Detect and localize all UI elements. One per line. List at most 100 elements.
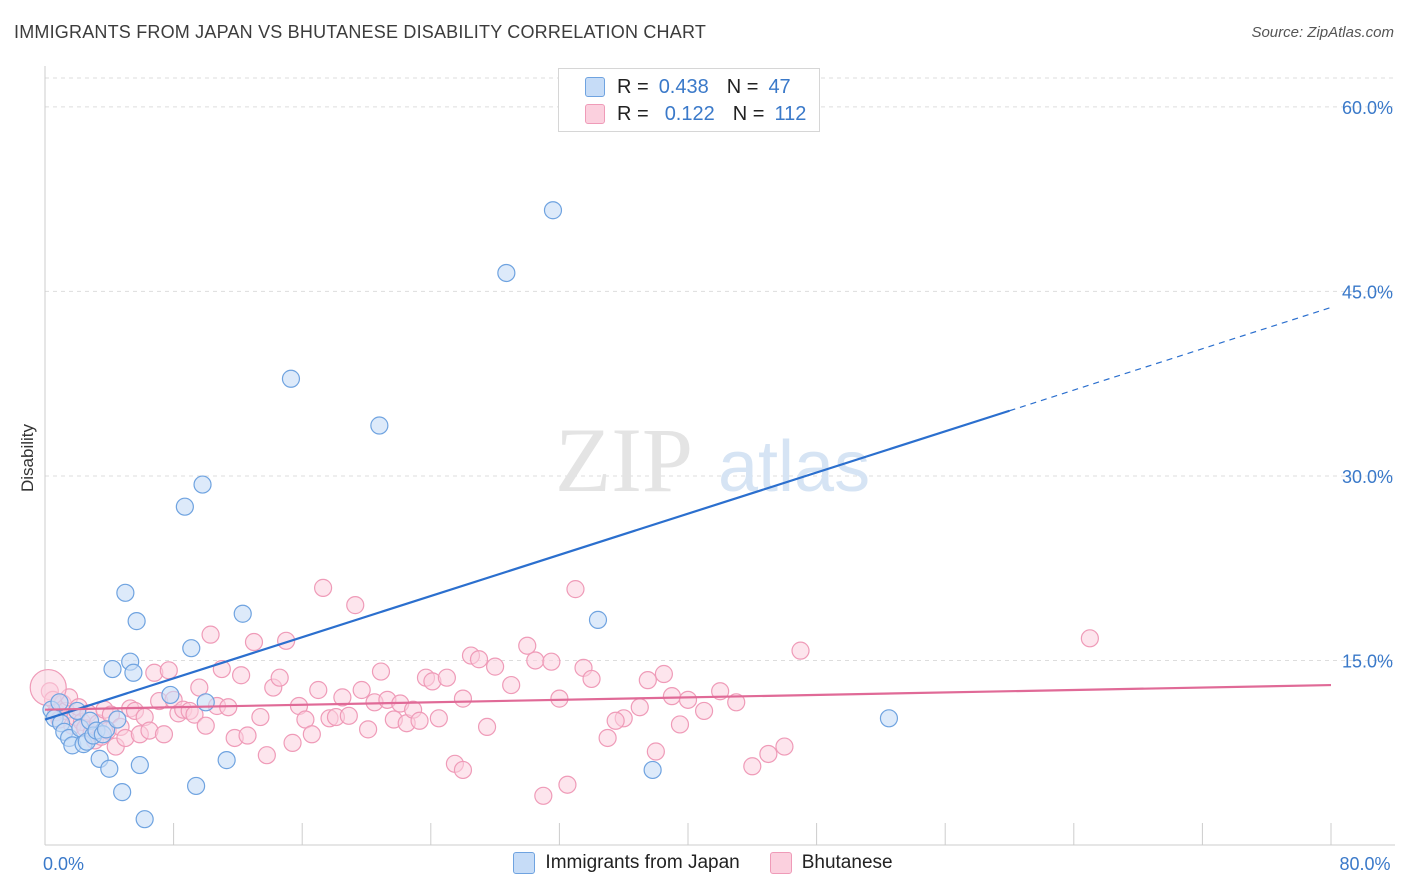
legend-n-value: 47 — [768, 75, 791, 98]
bhutanese-point — [566, 580, 585, 599]
y-tick-label: 30.0% — [1342, 467, 1393, 487]
legend-r-label: R = — [617, 75, 649, 98]
bhutanese-point — [469, 650, 489, 669]
bhutanese-point — [313, 578, 333, 597]
bhutanese-point — [429, 709, 448, 728]
japan-point — [103, 659, 122, 679]
legend-n-label: N = — [732, 102, 765, 125]
japan-point — [281, 369, 301, 388]
japan-point — [108, 710, 127, 729]
bhutanese-point — [309, 680, 328, 700]
legend-row-bhutanese: R = 0.122 N = 112 — [585, 102, 806, 126]
japan-point — [50, 693, 69, 712]
bhutanese-point — [453, 689, 473, 708]
japan-point — [643, 760, 662, 780]
bhutanese-point — [502, 675, 521, 695]
bhutanese-point — [346, 596, 365, 615]
bhutanese-point — [437, 668, 456, 687]
bhutanese-point — [1080, 629, 1099, 648]
bhutanese-point — [711, 682, 730, 701]
bhutanese-point — [526, 651, 545, 670]
japan-trend-line — [44, 409, 1010, 721]
bhutanese-point — [453, 760, 473, 780]
bhutanese-point — [371, 662, 391, 681]
bhutanese-point — [550, 689, 569, 708]
y-tick-label: 60.0% — [1342, 98, 1393, 118]
bhutanese-point — [630, 698, 649, 717]
bhutanese-point — [606, 711, 625, 730]
legend-swatch-japan — [513, 852, 536, 874]
legend-label-japan: Immigrants from Japan — [545, 852, 740, 873]
y-tick-label: 15.0% — [1342, 651, 1393, 671]
japan-point — [124, 663, 143, 682]
axes — [44, 66, 1395, 846]
tick-labels: 15.0% 30.0% 45.0% 60.0% 0.0% 80.0% — [43, 98, 1393, 874]
bhutanese-point — [582, 669, 601, 689]
chart-title: IMMIGRANTS FROM JAPAN VS BHUTANESE DISAB… — [14, 22, 707, 42]
japan-point — [588, 610, 608, 629]
bhutanese-point — [196, 716, 215, 735]
japan-point — [187, 776, 206, 796]
legend-r-value: 0.438 — [658, 75, 709, 98]
bhutanese-point — [277, 631, 296, 650]
bhutanese-point — [257, 746, 276, 765]
bhutanese-point — [232, 666, 251, 685]
legend-item-bhutanese[interactable]: Bhutanese — [769, 852, 893, 874]
bhutanese-point — [654, 664, 673, 684]
bhutanese-point — [743, 757, 762, 776]
bhutanese-point — [251, 707, 270, 727]
watermark: ZIP atlas — [555, 409, 870, 511]
japan-point — [879, 709, 899, 728]
source-credit: Source: ZipAtlas.com — [1251, 24, 1394, 41]
bhutanese-point — [244, 632, 264, 652]
bhutanese-point — [518, 636, 537, 655]
japan-point — [135, 810, 154, 829]
y-tick-label: 45.0% — [1342, 282, 1393, 302]
bhutanese-point — [534, 786, 553, 805]
bhutanese-point — [333, 688, 352, 707]
japan-point — [127, 612, 146, 631]
japan-point — [116, 583, 135, 602]
japan-trend-extension — [1009, 306, 1332, 412]
japan-point — [130, 755, 149, 775]
bhutanese-point — [670, 715, 690, 734]
legend-r-label: R = — [617, 102, 649, 125]
bhutanese-point — [598, 728, 617, 748]
japan-point — [193, 475, 212, 494]
series-legend: Immigrants from Japan Bhutanese — [0, 852, 1406, 874]
japan-point — [233, 604, 252, 623]
gridlines — [45, 77, 1395, 661]
legend-row-japan: R = 0.438 N = 47 — [585, 75, 791, 99]
watermark-atlas: atlas — [718, 427, 870, 507]
bhutanese-point — [201, 625, 220, 644]
legend-item-japan[interactable]: Immigrants from Japan — [513, 852, 740, 874]
japan-point — [100, 759, 119, 778]
japan-point — [175, 497, 194, 516]
bhutanese-point — [775, 737, 794, 756]
stats-legend: R = 0.438 N = 47 R = 0.122 N = 112 — [558, 68, 820, 132]
trend-lines — [44, 306, 1332, 721]
bhutanese-point — [646, 742, 665, 761]
japan-point — [543, 201, 563, 220]
x-tick-label: 0.0% — [43, 854, 84, 874]
bhutanese-point — [694, 701, 714, 721]
bhutanese-point — [352, 680, 371, 700]
bhutanese-point — [159, 661, 178, 680]
bhutanese-point — [759, 744, 778, 764]
x-tick-label: 80.0% — [1339, 854, 1390, 874]
bhutanese-point — [678, 690, 698, 709]
legend-n-label: N = — [726, 75, 759, 98]
bhutanese-point — [477, 717, 497, 737]
japan-point — [196, 693, 215, 712]
bhutanese-point — [270, 668, 289, 687]
legend-label-bhutanese: Bhutanese — [801, 852, 893, 873]
japan-point — [217, 751, 236, 770]
bhutanese-point — [486, 657, 505, 676]
watermark-zip: ZIP — [555, 409, 693, 511]
japan-point — [113, 783, 132, 802]
bhutanese-point — [791, 641, 810, 660]
bhutanese-trend-line — [44, 683, 1332, 711]
bhutanese-point — [359, 720, 378, 739]
japan-point — [182, 639, 201, 658]
